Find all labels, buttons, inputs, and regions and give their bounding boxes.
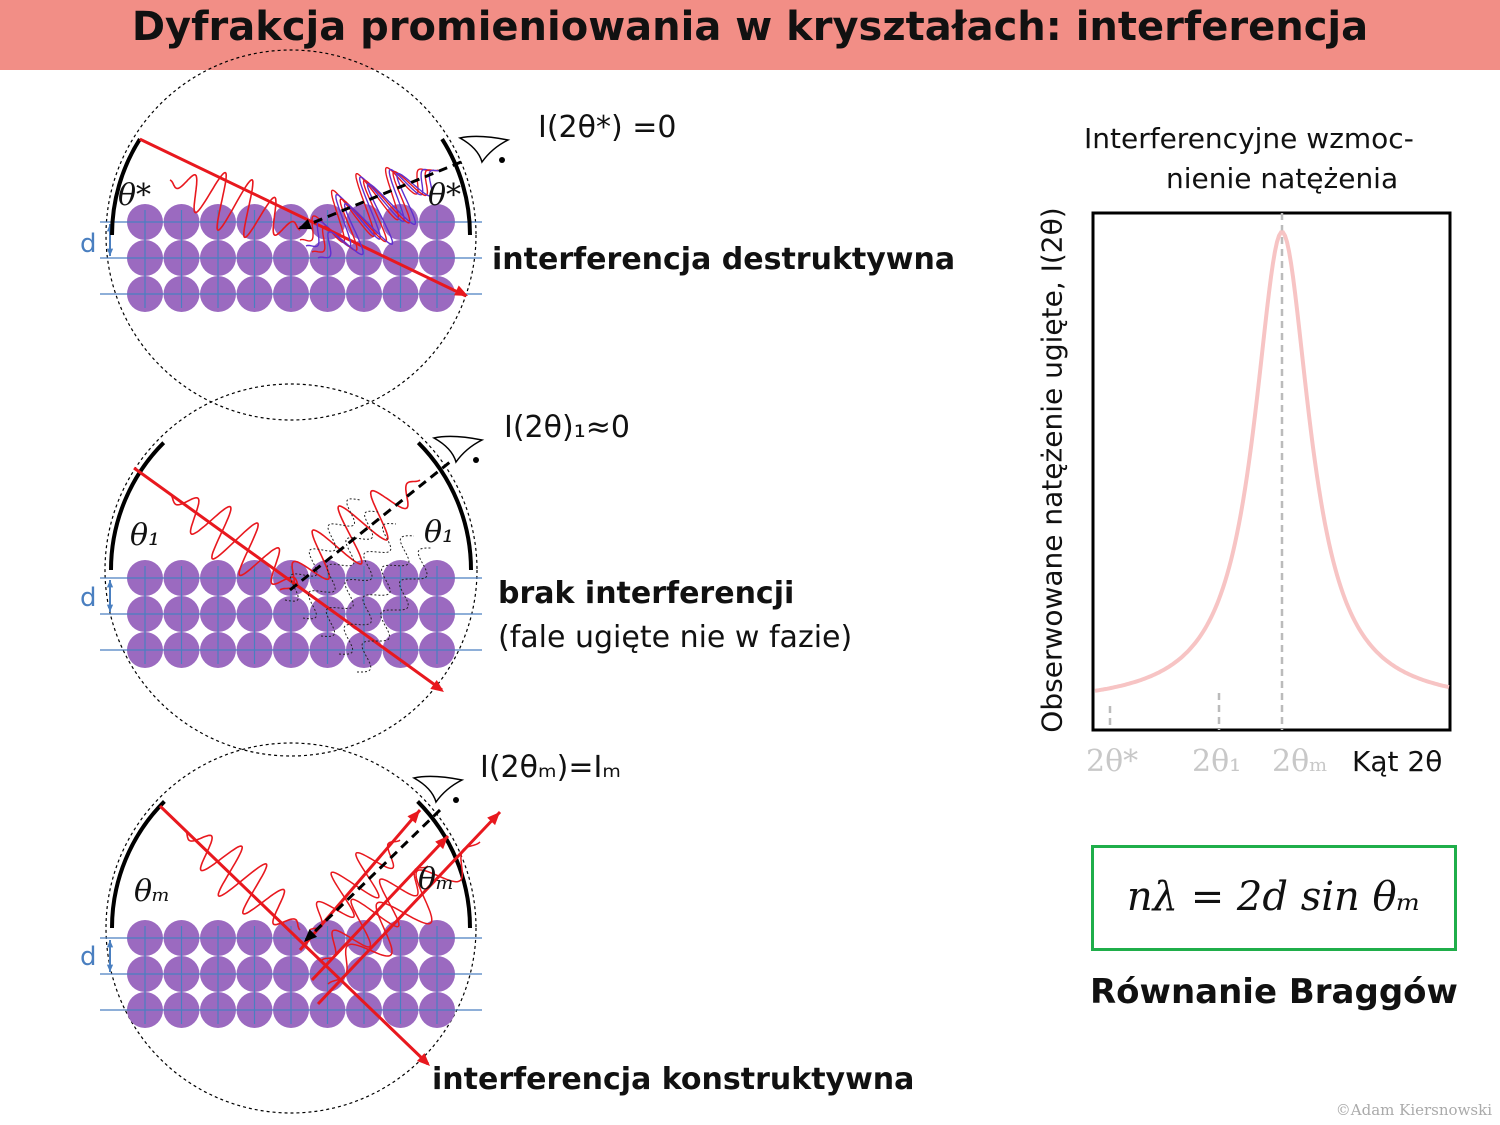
angle-label-theta1-right: θ₁: [424, 515, 455, 550]
bragg-equation-caption: Równanie Braggów: [1090, 972, 1458, 1012]
label-out-of-phase: (fale ugięte nie w fazie): [498, 620, 853, 655]
view-circle: [105, 49, 477, 421]
label-no-interference: brak interferencji: [498, 576, 795, 611]
ray-arrow-head: [304, 929, 318, 942]
plot-title-line2: nienie natężenia: [1166, 162, 1399, 195]
diffracted-wave: [305, 168, 435, 248]
plot-frame: [1091, 211, 1452, 732]
diffracted-wave: [311, 169, 439, 253]
ray-arrow-head: [298, 219, 312, 230]
angle-label-theta1-left: θ₁: [130, 518, 161, 553]
angle-arc-left: [110, 138, 142, 236]
diffracted-ray-dashed: [304, 808, 442, 942]
ray-arrow-head: [407, 810, 420, 824]
intensity-peak-curve: [1094, 230, 1450, 693]
ray-arrow-head: [435, 836, 448, 850]
angle-label-theta-m-right: θₘ: [418, 862, 455, 897]
scattered-wavelet: [302, 510, 379, 620]
ray-arrow-head: [487, 812, 500, 826]
diffracted-wave: [321, 865, 429, 961]
title-bar: [0, 0, 1500, 70]
incident-wave: [169, 171, 301, 239]
d-label: d: [80, 942, 97, 972]
diffracted-wave: [279, 479, 421, 591]
intensity-plot: [1091, 211, 1452, 732]
diffracted-wave: [309, 839, 401, 931]
angle-label-theta-star-right: θ*: [428, 178, 462, 213]
incident-wave: [184, 829, 301, 931]
incident-ray: [139, 137, 467, 298]
scattered-wavelet: [357, 547, 432, 673]
label-constructive-interference: interferencja konstruktywna: [432, 1062, 915, 1097]
d-arrow-head: [106, 604, 114, 612]
plot-xtick-2theta-star: 2θ*: [1086, 744, 1139, 779]
copyright: ©Adam Kiersnowski: [1335, 1101, 1492, 1119]
observer-eye-icon: [431, 435, 485, 464]
intensity-label-constructive: I(2θₘ)=Iₘ: [480, 750, 622, 785]
scattered-wavelet: [284, 498, 361, 602]
angle-label-theta-m-left: θₘ: [134, 874, 171, 909]
d-arrow-head: [106, 580, 114, 588]
observer-pupil-icon: [499, 157, 505, 163]
diffracted-wave: [299, 166, 431, 244]
view-circle: [105, 742, 477, 1114]
intensity-label-destructive: I(2θ*) =0: [538, 110, 677, 145]
d-label: d: [80, 229, 97, 259]
d-arrow-head: [106, 248, 114, 256]
plot-title-line1: Interferencyjne wzmoc-: [1084, 122, 1414, 155]
intensity-label-no-interference: I(2θ)₁≈0: [504, 410, 630, 445]
plot-y-axis-label: Obserwowane natężenie ugięte, I(2θ): [1035, 207, 1069, 733]
observer-pupil-icon: [473, 457, 479, 463]
crystal-panel-3: [100, 742, 502, 1114]
plot-xtick-2theta-1: 2θ₁: [1192, 744, 1242, 779]
angle-arc-left: [109, 441, 166, 571]
plot-x-axis-label: Kąt 2θ: [1352, 745, 1443, 778]
ray-arrow-head: [454, 285, 468, 296]
angle-arc-right: [440, 138, 472, 236]
bragg-equation-box: nλ = 2d sin θₘ: [1091, 845, 1457, 951]
ray-arrow-head: [416, 1053, 430, 1066]
view-circle: [104, 383, 478, 757]
d-label: d: [80, 583, 97, 613]
observer-pupil-icon: [453, 797, 459, 803]
diffracted-ray-dashed: [289, 460, 451, 592]
diffracted-wave: [317, 169, 443, 259]
observer-eye-icon: [411, 775, 465, 804]
observer-eye-icon: [457, 135, 511, 164]
incident-wave: [169, 493, 301, 589]
diffracted-ray: [316, 810, 502, 1006]
incident-ray: [158, 804, 430, 1066]
d-arrow-head: [106, 940, 114, 948]
scattered-wavelet: [320, 522, 397, 638]
page-title: Dyfrakcja promieniowania w kryształach: …: [131, 4, 1369, 50]
angle-label-theta-star-left: θ*: [118, 178, 152, 213]
angle-arc-right: [416, 441, 473, 571]
ray-arrow-head: [430, 680, 444, 692]
bragg-equation: nλ = 2d sin θₘ: [1126, 874, 1422, 920]
angle-arc-left: [110, 799, 166, 929]
crystal-panel-2: [100, 383, 485, 757]
label-destructive-interference: interferencja destruktywna: [492, 242, 956, 277]
diffracted-wave: [327, 841, 481, 985]
plot-xtick-2theta-m: 2θₘ: [1272, 744, 1328, 779]
crystal-panel-1: [100, 49, 511, 421]
d-arrow-head: [106, 964, 114, 972]
